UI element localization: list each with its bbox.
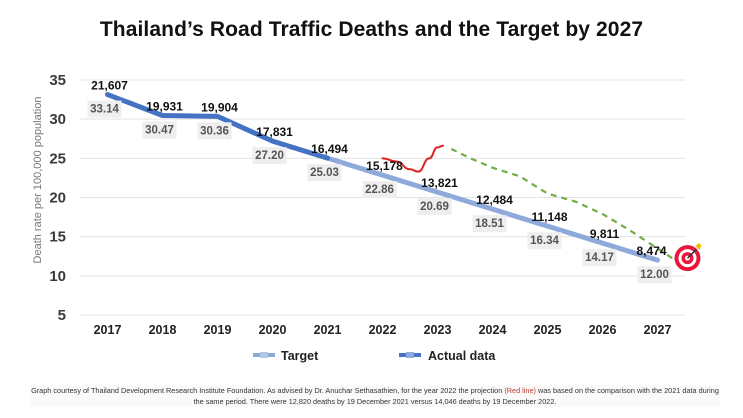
legend-item-target: Target — [253, 349, 319, 363]
rate-label: 30.47 — [145, 124, 174, 136]
rate-label: 22.86 — [365, 184, 394, 196]
rate-label: 12.00 — [640, 269, 669, 281]
rate-label-bg — [472, 215, 507, 233]
footnote: Graph courtesy of Thailand Development R… — [30, 385, 720, 407]
x-tick-label: 2026 — [589, 323, 617, 337]
rate-label-bg — [87, 100, 122, 118]
data-point — [435, 190, 440, 195]
series-line-2022-projection-red-line — [381, 144, 444, 173]
series-line-trend-dashed-green — [450, 147, 675, 261]
footnote-text-1: Graph courtesy of Thailand Development R… — [31, 386, 505, 395]
legend-label-target: Target — [281, 349, 319, 363]
death-count-label: 16,494 — [311, 142, 348, 156]
footnote-red-line-note: (Red line) — [504, 386, 536, 395]
data-point — [380, 173, 385, 178]
y-axis-label: Death rate per 100,000 population — [32, 97, 44, 264]
x-tick-label: 2018 — [149, 323, 177, 337]
y-tick-label: 5 — [58, 307, 66, 324]
x-tick-label: 2017 — [94, 323, 122, 337]
rate-label: 25.03 — [310, 167, 339, 179]
y-axis: 5 10 15 20 25 30 35 — [49, 72, 66, 324]
death-count-label: 9,811 — [590, 227, 620, 241]
rate-label-bg — [417, 198, 452, 216]
x-tick-label: 2025 — [534, 323, 562, 337]
rate-label-bg — [637, 266, 672, 284]
data-point — [270, 139, 275, 144]
legend-label-actual: Actual data — [428, 349, 496, 363]
death-count-label: 12,484 — [476, 193, 513, 207]
x-tick-label: 2022 — [369, 323, 397, 337]
rate-label: 18.51 — [475, 218, 504, 230]
rate-label-bg — [362, 181, 397, 199]
rate-label: 33.14 — [90, 104, 119, 116]
rate-label-bg — [252, 147, 287, 165]
rate-label: 14.17 — [585, 252, 614, 264]
data-point — [105, 92, 110, 97]
data-point — [160, 113, 165, 118]
data-point — [655, 258, 660, 263]
death-count-label: 15,178 — [366, 159, 403, 173]
rate-label: 20.69 — [420, 201, 449, 213]
x-tick-label: 2027 — [644, 323, 672, 337]
death-count-label: 17,831 — [256, 125, 293, 139]
series-lines — [105, 92, 675, 263]
death-count-label: 8,474 — [636, 244, 666, 258]
legend-item-actual: Actual data — [399, 349, 496, 363]
y-tick-label: 25 — [49, 150, 66, 167]
x-axis: 2017 2018 2019 2020 2021 2022 2023 2024 2025 2026… — [94, 323, 672, 337]
data-labels: 21,607 19,931 19,904 17,831 16,494 15,178 13,8… — [87, 79, 672, 284]
y-tick-label: 30 — [49, 111, 66, 128]
rate-label-bg — [307, 164, 342, 182]
rate-label: 16.34 — [530, 235, 559, 247]
x-tick-label: 2024 — [479, 323, 507, 337]
data-point — [600, 241, 605, 246]
data-point — [215, 114, 220, 119]
rate-label-bg — [197, 122, 232, 140]
death-count-label: 19,904 — [201, 100, 238, 114]
y-tick-label: 15 — [49, 229, 66, 246]
rate-label-bg — [142, 121, 177, 139]
rate-label-bg — [582, 249, 617, 267]
death-count-label: 13,821 — [421, 176, 458, 190]
chart-title: Thailand’s Road Traffic Deaths and the T… — [99, 18, 644, 41]
y-tick-label: 35 — [49, 72, 66, 89]
rate-label: 27.20 — [255, 150, 284, 162]
data-point — [490, 207, 495, 212]
rate-label: 30.36 — [200, 125, 229, 137]
x-tick-label: 2019 — [204, 323, 232, 337]
footnote-text-2: was based on the comparison with the 202… — [193, 386, 719, 406]
y-tick-label: 20 — [49, 190, 66, 207]
legend-marker-target — [260, 352, 268, 358]
data-point — [325, 156, 330, 161]
x-tick-label: 2020 — [259, 323, 287, 337]
x-tick-label: 2023 — [424, 323, 452, 337]
death-count-label: 19,931 — [146, 99, 183, 113]
death-count-label: 21,607 — [91, 79, 128, 93]
target-icon — [674, 243, 702, 272]
data-point — [545, 224, 550, 229]
x-tick-label: 2021 — [314, 323, 342, 337]
legend-marker-actual — [406, 352, 414, 358]
death-count-label: 11,148 — [531, 210, 567, 224]
rate-label-bg — [527, 232, 562, 250]
y-tick-label: 10 — [49, 268, 66, 285]
legend: Target Actual data — [253, 349, 496, 363]
